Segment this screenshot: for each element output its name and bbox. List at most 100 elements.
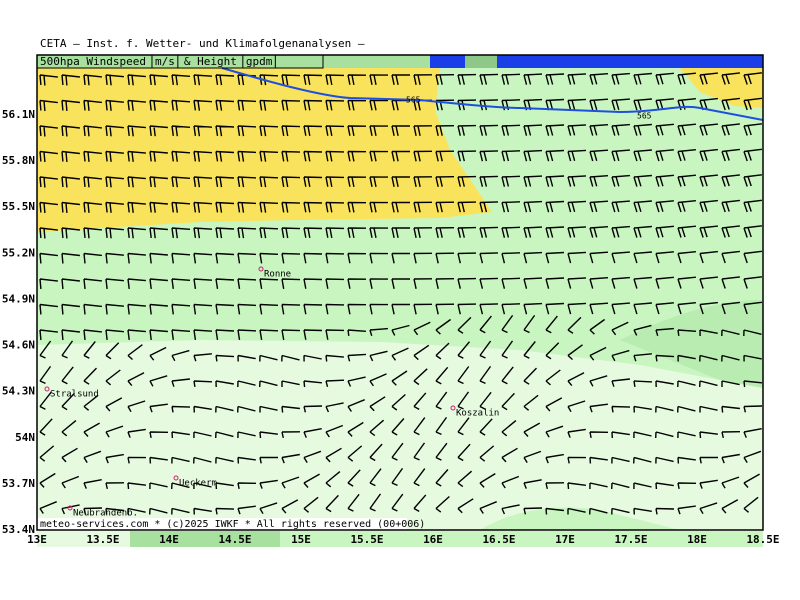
wind-barb — [105, 74, 124, 86]
wind-barb — [457, 73, 477, 85]
wind-barb — [347, 176, 367, 188]
wind-barb — [325, 150, 345, 162]
wind-barb — [171, 278, 191, 289]
wind-barb — [677, 456, 696, 464]
wind-barb — [259, 380, 278, 388]
wind-barb — [457, 417, 470, 436]
wind-barb — [435, 125, 455, 136]
wind-barb — [435, 74, 455, 85]
title-part: m/s — [155, 55, 175, 68]
wind-barb — [83, 450, 102, 463]
wind-barb — [303, 227, 323, 239]
wind-barb — [127, 227, 146, 239]
wind-barb — [391, 74, 410, 85]
wind-barb — [347, 303, 367, 315]
wind-barb — [391, 303, 410, 315]
wind-barb — [589, 403, 608, 413]
wind-barb — [721, 329, 740, 337]
wind-barb — [303, 329, 323, 340]
wind-barb — [611, 251, 630, 264]
wind-barb — [61, 447, 78, 463]
wind-barb — [479, 418, 493, 436]
wind-barb — [347, 493, 360, 512]
wind-barb — [237, 125, 257, 137]
wind-barb — [655, 327, 674, 336]
scale-strip — [37, 531, 130, 547]
wind-barb — [369, 493, 382, 512]
wind-barb — [699, 174, 718, 187]
wind-barb — [61, 278, 80, 290]
wind-barb — [127, 74, 146, 86]
wind-barb — [545, 226, 565, 238]
wind-barb — [215, 303, 235, 315]
wind-barb — [743, 225, 762, 238]
wind-barb — [413, 176, 433, 187]
wind-barb — [435, 469, 449, 487]
wind-barb — [721, 148, 740, 162]
wind-barb — [523, 507, 543, 515]
wind-barb — [237, 201, 257, 213]
wind-barb — [39, 252, 58, 264]
wind-barb — [281, 99, 301, 111]
unit-box — [151, 54, 179, 69]
wind-barb — [545, 124, 565, 136]
wind-barb — [171, 176, 191, 188]
wind-barb — [699, 479, 718, 489]
lon-label: 17.5E — [614, 533, 647, 546]
wind-barb — [303, 99, 323, 111]
wind-barb — [39, 329, 58, 341]
wind-barb — [435, 252, 455, 264]
wind-barb — [501, 447, 518, 463]
wind-barb — [743, 473, 760, 488]
wind-barb — [523, 175, 543, 187]
wind-barb — [699, 329, 718, 337]
lat-label: 53.7N — [2, 477, 35, 490]
wind-barb — [435, 416, 448, 436]
wind-barb — [83, 227, 102, 239]
wind-barb — [655, 431, 674, 439]
wind-barb — [61, 125, 80, 137]
wind-barb — [501, 201, 521, 213]
wind-barb — [501, 366, 514, 385]
wind-barb — [149, 74, 168, 86]
wind-barb — [721, 276, 740, 289]
lon-label: 18E — [687, 533, 707, 546]
lat-label: 53.4N — [2, 523, 35, 536]
wind-barb — [171, 227, 191, 239]
wind-barb — [435, 391, 448, 410]
wind-barb — [633, 431, 652, 439]
wind-barb — [303, 150, 323, 162]
wind-barb — [655, 149, 674, 162]
wind-barb — [391, 467, 404, 487]
wind-barb — [545, 482, 565, 490]
wind-barb — [127, 428, 146, 438]
wind-barb — [611, 174, 630, 187]
wind-barb — [193, 74, 213, 86]
wind-barb — [721, 380, 740, 387]
wind-barb — [83, 125, 102, 137]
wind-barb — [149, 507, 168, 515]
wind-barb — [193, 482, 212, 490]
wind-barb — [523, 302, 543, 315]
wind-barb — [369, 227, 389, 238]
wind-barb — [281, 329, 301, 341]
city-label: Koszalin — [456, 409, 499, 419]
wind-barb — [633, 456, 652, 464]
wind-barb — [325, 99, 345, 111]
wind-barb — [193, 99, 213, 111]
wind-barb — [567, 316, 582, 334]
wind-barb — [83, 252, 102, 264]
wind-barb — [479, 473, 496, 488]
wind-barb — [479, 150, 499, 162]
wind-barb — [83, 367, 98, 385]
wind-barb — [215, 354, 235, 362]
wind-barb — [413, 468, 426, 487]
wind-barb — [677, 72, 696, 85]
wind-barb — [325, 176, 345, 188]
wind-barb — [391, 125, 410, 136]
wind-barb — [743, 354, 762, 362]
wind-barb — [435, 303, 455, 315]
wind-barb — [127, 456, 147, 464]
wind-barb — [567, 98, 587, 111]
wind-barb — [171, 150, 191, 162]
